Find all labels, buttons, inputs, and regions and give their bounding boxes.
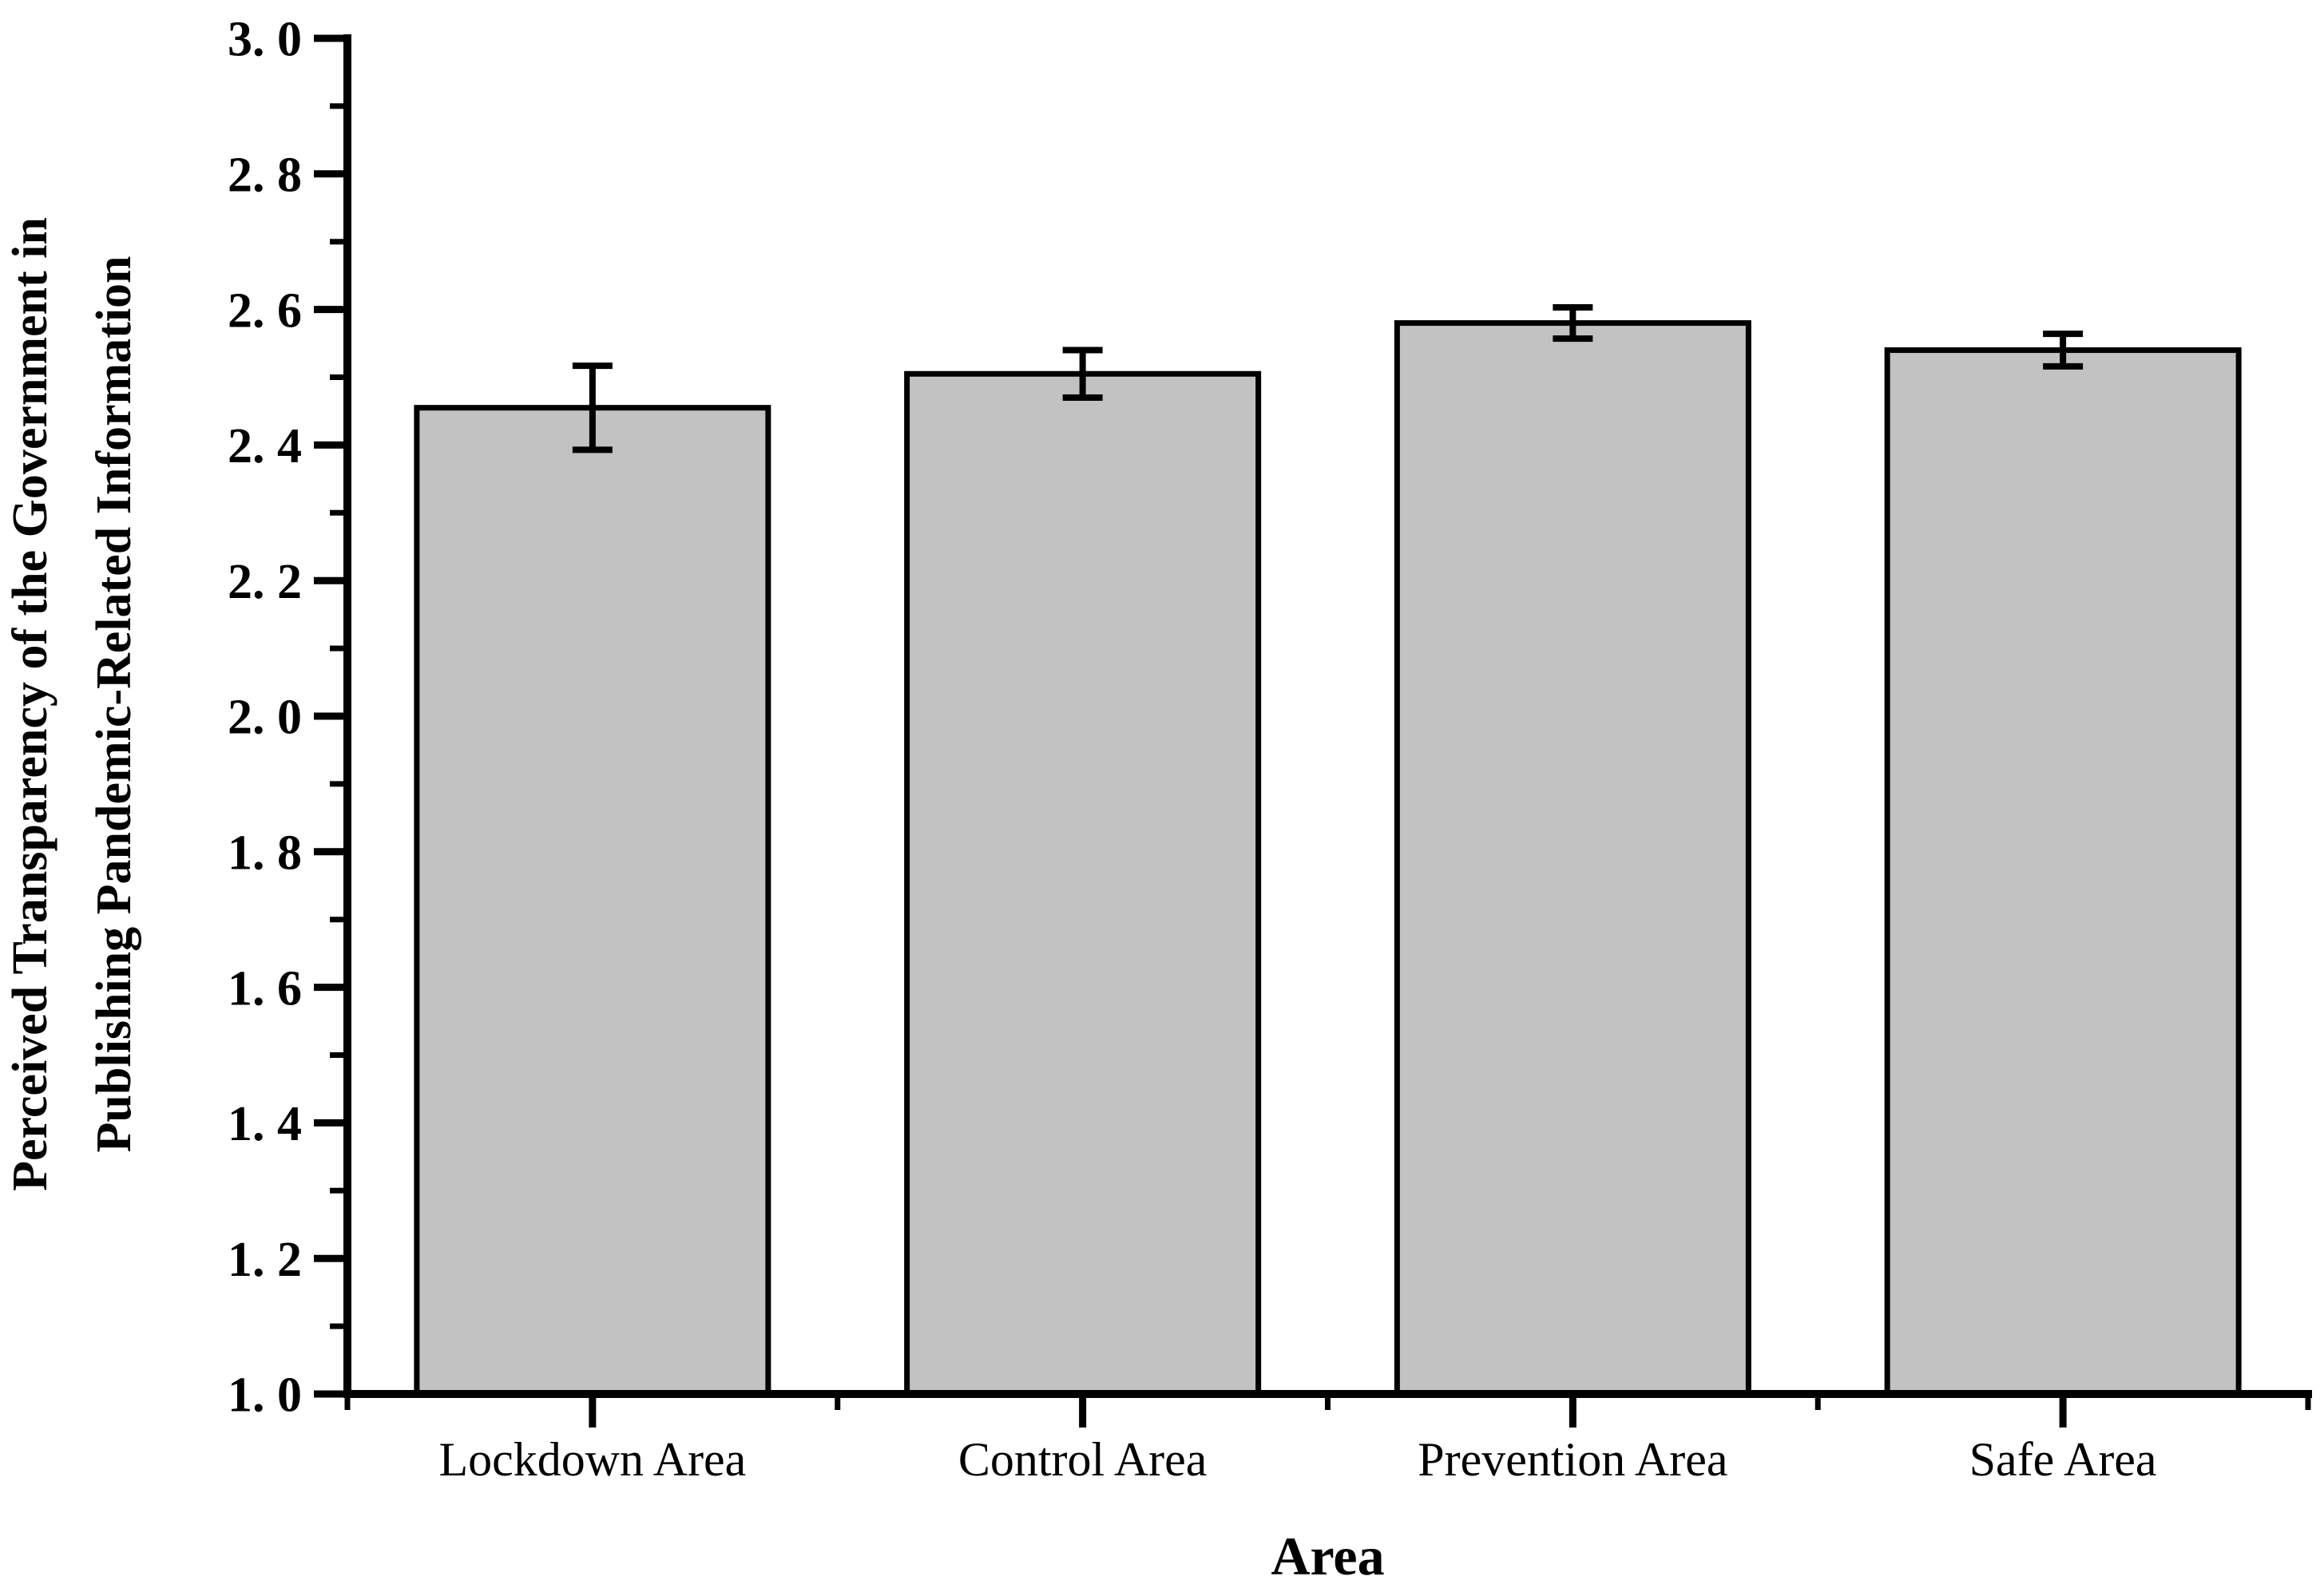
y-tick-label: 2. 0 — [228, 691, 302, 745]
x-axis-title: Area — [1271, 1526, 1384, 1586]
y-tick-label: 3. 0 — [228, 13, 302, 67]
x-category-label: Lockdown Area — [438, 1433, 746, 1486]
y-tick-label: 2. 8 — [228, 149, 302, 203]
y-tick-label: 1. 4 — [228, 1097, 302, 1151]
y-axis-title-line2: Publishing Pandemic-Related Information — [87, 256, 141, 1153]
y-tick-label: 2. 6 — [228, 283, 302, 338]
y-axis-title-line1: Perceived Transparency of the Government… — [3, 217, 58, 1191]
y-tick-label: 2. 2 — [228, 555, 302, 609]
bar-2 — [1394, 320, 1751, 1397]
x-category-label: Control Area — [958, 1433, 1208, 1486]
y-tick-label: 1. 0 — [228, 1368, 302, 1423]
bar-0 — [414, 405, 771, 1397]
x-category-label: Safe Area — [1969, 1433, 2157, 1486]
bar-3 — [1884, 347, 2242, 1397]
y-tick-label: 1. 6 — [228, 961, 302, 1016]
y-tick-label: 2. 4 — [228, 419, 302, 473]
y-tick-label: 1. 2 — [228, 1233, 302, 1287]
y-tick-label: 1. 8 — [228, 826, 302, 881]
bar-1 — [904, 370, 1262, 1397]
x-category-label: Prevention Area — [1418, 1433, 1727, 1486]
